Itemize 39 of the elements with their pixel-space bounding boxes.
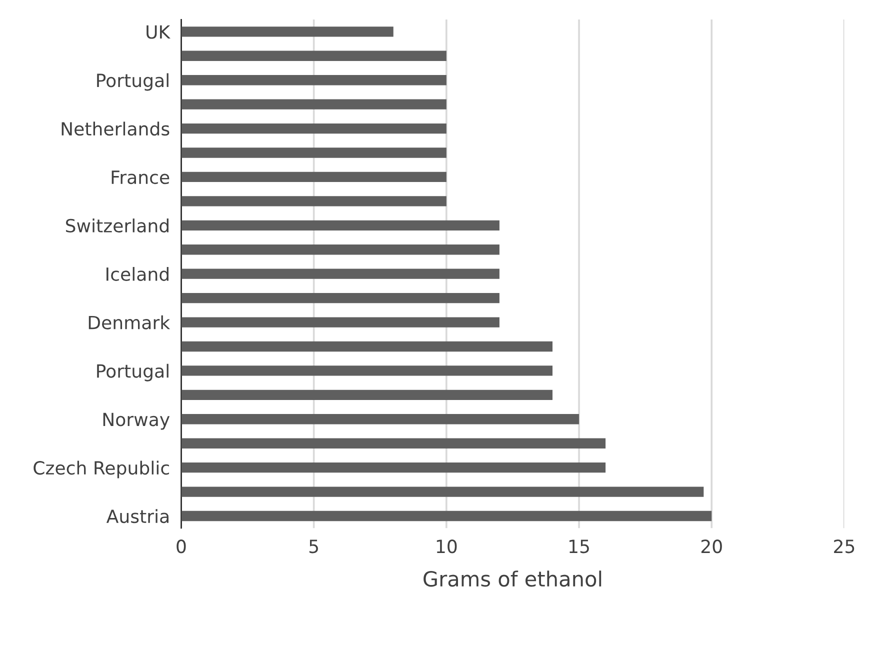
bar	[181, 462, 606, 473]
y-tick-label: Portugal	[97, 364, 168, 382]
x-axis-title: Grams of ethanol	[424, 570, 602, 587]
bar	[181, 486, 704, 497]
y-tick-label: France	[112, 170, 170, 184]
y-tick-label: Norway	[103, 412, 170, 430]
bar	[181, 244, 500, 255]
bar	[181, 438, 606, 448]
bar	[181, 268, 500, 279]
y-tick-label: UK	[146, 25, 170, 39]
bar	[181, 172, 446, 182]
bar	[181, 26, 394, 37]
bar	[181, 123, 446, 134]
bar	[181, 510, 712, 522]
bar	[181, 366, 552, 376]
x-tick-label: 5	[309, 540, 318, 554]
bar	[181, 99, 446, 110]
x-tick-label: 0	[176, 540, 186, 554]
bar	[181, 317, 500, 328]
bar	[181, 50, 446, 61]
bar	[181, 414, 580, 424]
y-tick-label: Portugal	[97, 73, 168, 91]
x-tick-label: 15	[570, 540, 589, 554]
y-tick-label: Denmark	[88, 315, 170, 330]
bar	[181, 341, 552, 352]
y-tick-label: Czech Republic	[34, 460, 169, 478]
bar	[181, 292, 500, 304]
y-tick-label: Switzerland	[66, 218, 168, 233]
y-tick-label: Austria	[106, 509, 168, 524]
x-tick-label: 20	[701, 540, 722, 554]
y-tick-label: Iceland	[106, 266, 168, 281]
x-tick-label: 10	[436, 540, 457, 554]
bar	[181, 75, 446, 86]
bar	[181, 148, 446, 158]
bar	[181, 390, 552, 400]
bar	[181, 220, 500, 230]
y-tick-label: Netherlands	[62, 122, 170, 136]
x-tick-label: 25	[834, 540, 854, 554]
bar	[181, 196, 446, 206]
